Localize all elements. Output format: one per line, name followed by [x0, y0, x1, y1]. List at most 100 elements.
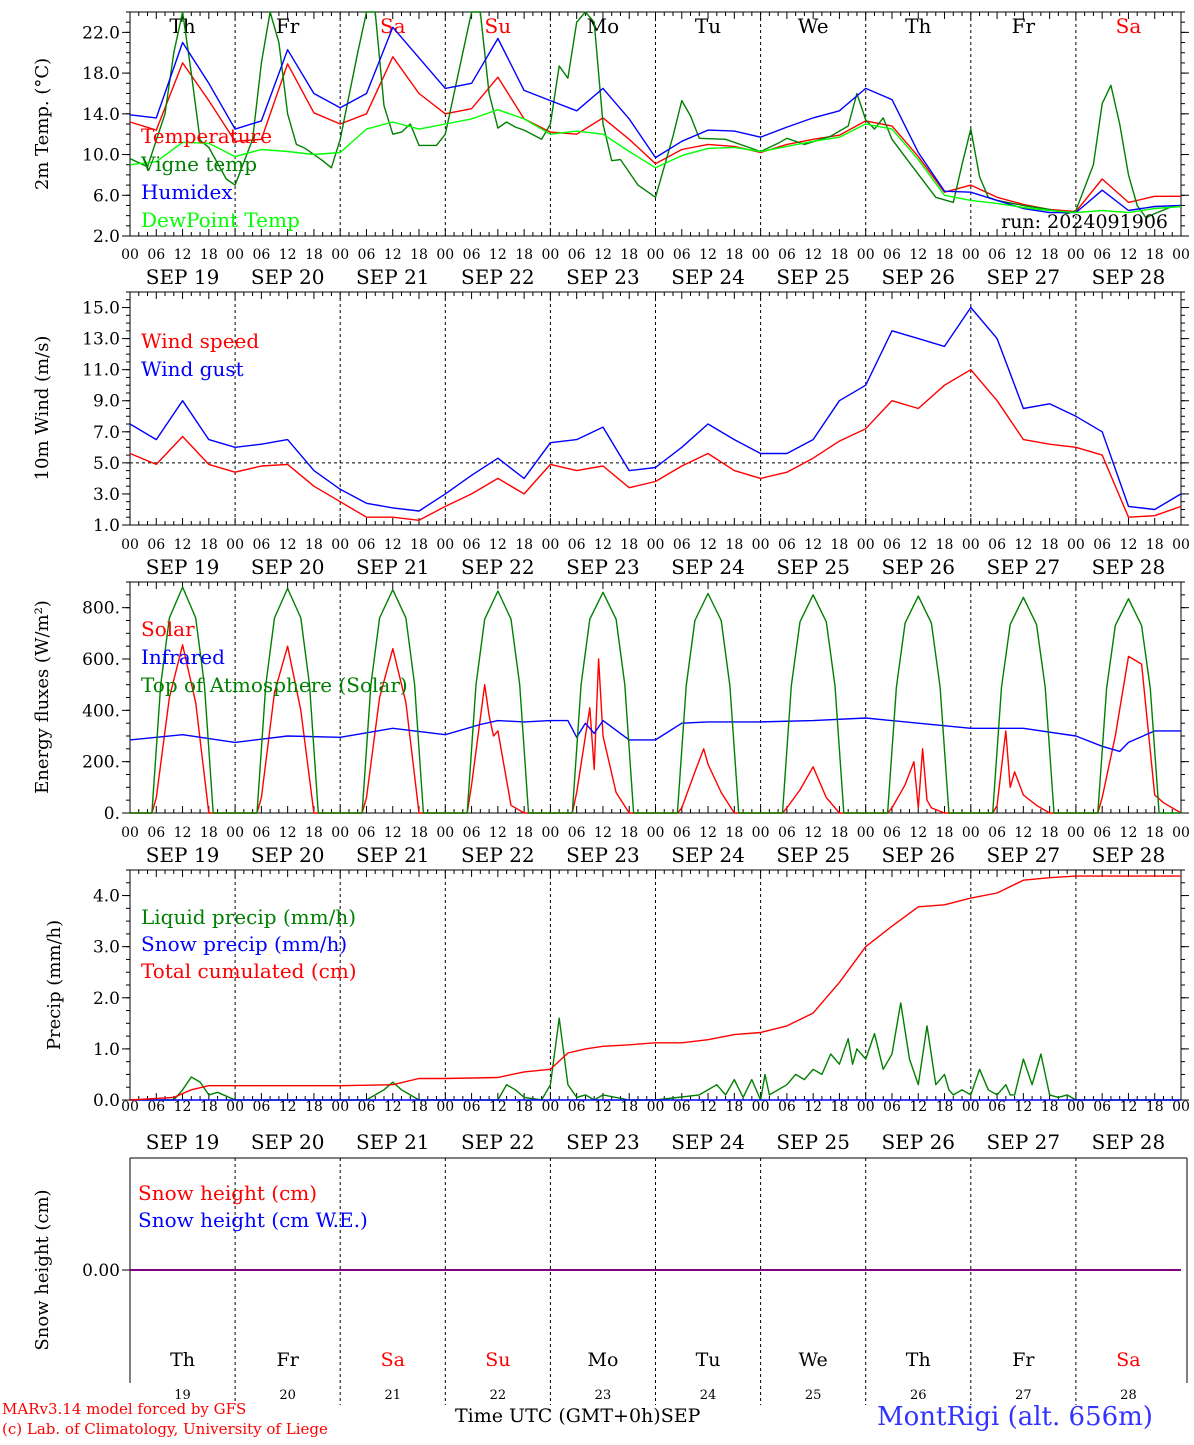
- x-hour-label: 18: [305, 1099, 323, 1115]
- y-tick-label: 0.0: [93, 1091, 120, 1111]
- x-hour-label: 00: [1172, 247, 1190, 263]
- x-hour-label: 12: [1120, 247, 1138, 263]
- x-hour-label: 18: [936, 825, 954, 841]
- x-hour-label: 12: [804, 1099, 822, 1115]
- weekday-label: We: [798, 14, 829, 38]
- x-hour-label: 00: [541, 537, 559, 553]
- weekday-label: Su: [485, 1349, 510, 1371]
- x-hour-label: 00: [647, 537, 665, 553]
- legend-entry: Wind gust: [141, 357, 244, 381]
- x-hour-label: 00: [436, 1099, 454, 1115]
- weekday-label: Fr: [277, 1349, 300, 1371]
- x-hour-label: 12: [909, 825, 927, 841]
- x-hour-label: 06: [1093, 1099, 1111, 1115]
- y-tick-label: 800.: [82, 599, 120, 619]
- x-hour-label: 00: [541, 825, 559, 841]
- legend-entry: Total cumulated (cm): [141, 959, 357, 983]
- wind-panel: 1.0 3.0 5.0 7.0 9.0 11.0 13.0 15.0 10m Wind (m/s…: [32, 291, 1190, 579]
- x-hour-label: 06: [1093, 247, 1111, 263]
- day-number-label: 26: [910, 1388, 927, 1403]
- x-hour-label: 06: [988, 1099, 1006, 1115]
- x-date-label: SEP 27: [987, 843, 1061, 867]
- day-number-label: 28: [1120, 1388, 1137, 1403]
- series-dewpoint-temp: [129, 108, 1182, 214]
- weekday-label: Sa: [381, 1349, 405, 1371]
- x-hour-label: 18: [620, 537, 638, 553]
- x-date-label: SEP 21: [356, 843, 430, 867]
- x-hour-label: 00: [962, 247, 980, 263]
- x-hour-label: 06: [988, 825, 1006, 841]
- x-date-label: SEP 20: [251, 265, 325, 289]
- x-hour-label: 18: [200, 537, 218, 553]
- x-hour-label: 12: [174, 825, 192, 841]
- legend-entry: Snow height (cm W.E.): [138, 1208, 368, 1232]
- x-date-label: SEP 24: [671, 555, 745, 579]
- x-hour-label: 00: [226, 1099, 244, 1115]
- y-tick-label: 200.: [82, 753, 120, 773]
- x-hour-label: 18: [1146, 537, 1164, 553]
- x-date-label: SEP 28: [1092, 1130, 1166, 1154]
- series-liquid-precip-mm-h-: [130, 1002, 1181, 1101]
- y-axis-label: Snow height (cm): [32, 1189, 53, 1350]
- x-date-label: SEP 20: [251, 555, 325, 579]
- x-hour-label: 12: [279, 825, 297, 841]
- x-hour-label: 12: [1120, 825, 1138, 841]
- series-total-cumulated-cm-: [129, 875, 1181, 1101]
- y-tick-label: 2.0: [93, 989, 120, 1009]
- day-number-label: 20: [279, 1388, 296, 1403]
- legend-entry: Vigne temp: [140, 152, 257, 176]
- day-number-label: 24: [700, 1388, 717, 1403]
- x-hour-label: 00: [752, 825, 770, 841]
- x-hour-label: 06: [252, 247, 270, 263]
- series-humidex: [129, 26, 1182, 214]
- x-hour-label: 18: [936, 1099, 954, 1115]
- x-hour-label: 12: [174, 1099, 192, 1115]
- x-hour-label: 06: [883, 247, 901, 263]
- legend-entry: Infrared: [141, 645, 225, 669]
- x-hour-label: 06: [568, 247, 586, 263]
- x-hour-label: 06: [883, 1099, 901, 1115]
- x-hour-label: 12: [909, 247, 927, 263]
- x-hour-label: 18: [831, 825, 849, 841]
- x-hour-label: 06: [988, 247, 1006, 263]
- x-hour-label: 18: [725, 1099, 743, 1115]
- weekday-label: Sa: [1116, 14, 1142, 38]
- y-tick-label: 22.0: [82, 23, 120, 43]
- x-date-label: SEP 23: [566, 843, 640, 867]
- weekday-label: We: [799, 1349, 828, 1371]
- x-hour-label: 12: [1014, 1099, 1032, 1115]
- x-hour-label: 12: [489, 1099, 507, 1115]
- y-axis-label: Precip (mm/h): [44, 920, 65, 1050]
- y-tick-label: 1.0: [93, 1040, 120, 1060]
- weekday-label: Fr: [1012, 14, 1036, 38]
- x-hour-label: 18: [936, 247, 954, 263]
- x-hour-label: 06: [252, 1099, 270, 1115]
- series-temperature: [129, 56, 1181, 213]
- x-hour-label: 18: [620, 825, 638, 841]
- y-tick-label: 11.0: [82, 361, 120, 381]
- x-hour-label: 18: [1041, 1099, 1059, 1115]
- x-hour-label: 06: [463, 825, 481, 841]
- x-hour-label: 00: [436, 537, 454, 553]
- x-date-label: SEP 23: [566, 265, 640, 289]
- weekday-label: Th: [905, 14, 931, 38]
- x-hour-label: 00: [541, 247, 559, 263]
- x-date-label: SEP 27: [987, 1130, 1061, 1154]
- x-hour-label: 18: [725, 537, 743, 553]
- x-hour-label: 18: [620, 247, 638, 263]
- x-hour-label: 12: [384, 537, 402, 553]
- y-tick-label: 4.0: [93, 887, 120, 907]
- x-hour-label: 18: [1041, 537, 1059, 553]
- x-hour-label: 12: [699, 825, 717, 841]
- x-hour-label: 18: [515, 1099, 533, 1115]
- x-hour-label: 12: [699, 247, 717, 263]
- x-hour-label: 18: [410, 825, 428, 841]
- x-hour-label: 06: [252, 825, 270, 841]
- x-hour-label: 18: [620, 1099, 638, 1115]
- x-hour-label: 06: [358, 247, 376, 263]
- x-date-label: SEP 20: [251, 1130, 325, 1154]
- x-hour-label: 18: [1146, 825, 1164, 841]
- x-date-label: SEP 22: [461, 843, 535, 867]
- x-date-label: SEP 22: [461, 1130, 535, 1154]
